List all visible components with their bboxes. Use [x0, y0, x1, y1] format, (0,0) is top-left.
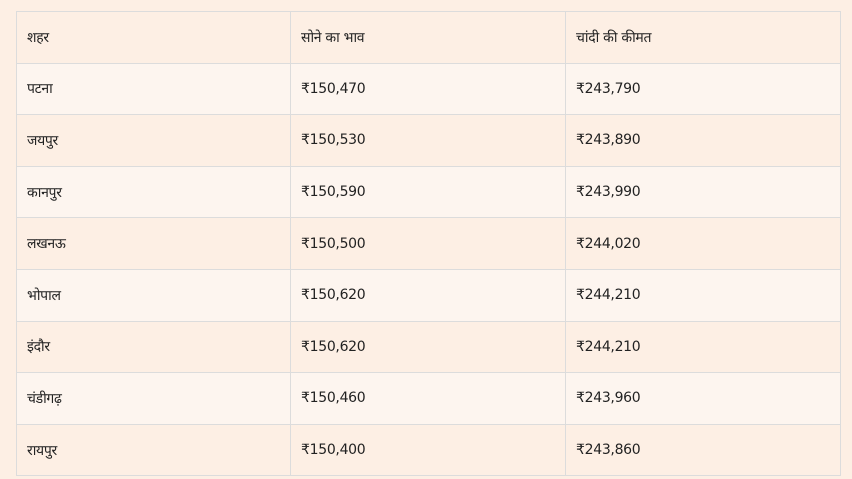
- table-row: लखनऊ ₹150,500 ₹244,020: [16, 217, 841, 270]
- gold-price-cell: ₹150,590: [290, 165, 566, 219]
- city-cell: चंडीगढ़: [16, 372, 291, 425]
- silver-price-cell: ₹243,860: [565, 423, 841, 477]
- city-cell: कानपुर: [16, 165, 291, 219]
- header-city: शहर: [16, 11, 291, 64]
- gold-price-cell: ₹150,620: [290, 268, 566, 322]
- silver-price-cell: ₹243,890: [565, 114, 841, 167]
- header-gold-price: सोने का भाव: [290, 11, 566, 64]
- city-cell: भोपाल: [16, 268, 291, 322]
- city-cell: पटना: [16, 62, 291, 116]
- silver-price-cell: ₹244,020: [565, 217, 841, 270]
- price-table: शहर सोने का भाव चांदी की कीमत पटना ₹150,4…: [16, 11, 841, 477]
- silver-price-cell: ₹244,210: [565, 320, 841, 374]
- table-row: कानपुर ₹150,590 ₹243,990: [16, 165, 841, 219]
- silver-price-cell: ₹243,960: [565, 372, 841, 425]
- silver-price-cell: ₹243,790: [565, 62, 841, 116]
- table-row: चंडीगढ़ ₹150,460 ₹243,960: [16, 372, 841, 425]
- table-row: पटना ₹150,470 ₹243,790: [16, 62, 841, 116]
- table-row: रायपुर ₹150,400 ₹243,860: [16, 423, 841, 477]
- city-cell: लखनऊ: [16, 217, 291, 270]
- gold-price-cell: ₹150,460: [290, 372, 566, 425]
- header-row: शहर सोने का भाव चांदी की कीमत: [16, 11, 841, 64]
- table-row: इंदौर ₹150,620 ₹244,210: [16, 320, 841, 374]
- gold-price-cell: ₹150,530: [290, 114, 566, 167]
- gold-price-cell: ₹150,470: [290, 62, 566, 116]
- silver-price-cell: ₹243,990: [565, 165, 841, 219]
- table-row: जयपुर ₹150,530 ₹243,890: [16, 114, 841, 167]
- city-cell: जयपुर: [16, 114, 291, 167]
- silver-price-cell: ₹244,210: [565, 268, 841, 322]
- gold-price-cell: ₹150,620: [290, 320, 566, 374]
- city-cell: रायपुर: [16, 423, 291, 477]
- city-cell: इंदौर: [16, 320, 291, 374]
- table-row: भोपाल ₹150,620 ₹244,210: [16, 268, 841, 322]
- header-silver-price: चांदी की कीमत: [565, 11, 841, 64]
- gold-price-cell: ₹150,500: [290, 217, 566, 270]
- gold-price-cell: ₹150,400: [290, 423, 566, 477]
